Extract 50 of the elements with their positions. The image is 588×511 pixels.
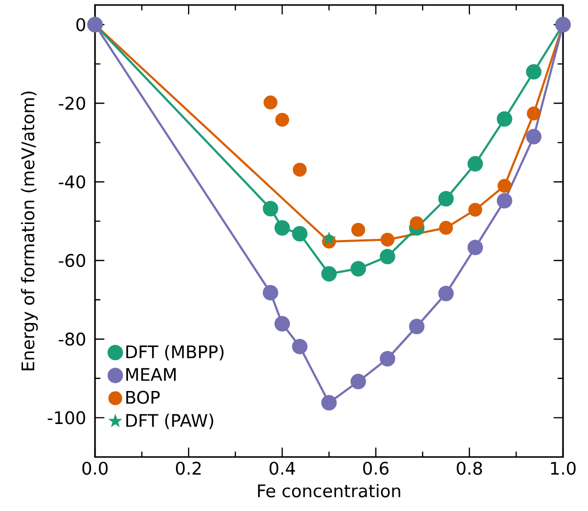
point <box>321 395 337 410</box>
point <box>322 232 336 245</box>
point <box>275 112 290 127</box>
x-tick-label: 0.8 <box>456 462 482 475</box>
point <box>468 240 483 256</box>
y-tick-label: -100 <box>48 411 86 424</box>
point <box>321 266 337 282</box>
point <box>274 220 290 236</box>
point <box>526 106 541 120</box>
legend-label: DFT (PAW) <box>126 414 214 430</box>
point <box>274 316 290 332</box>
point <box>409 318 424 334</box>
x-axis-title: Fe concentration <box>258 484 400 498</box>
point <box>380 248 396 264</box>
point <box>439 220 453 235</box>
y-tick-label: 0 <box>76 18 86 32</box>
point <box>380 232 394 247</box>
x-tick-label: 0.0 <box>82 462 108 475</box>
point <box>438 286 454 302</box>
y-tick-label: -60 <box>58 254 86 268</box>
point <box>350 260 366 276</box>
point <box>262 200 278 216</box>
point <box>468 202 482 217</box>
point <box>351 222 366 237</box>
legend-label: DFT (MBPP) <box>126 344 224 360</box>
point <box>292 162 307 177</box>
legend-label: MEAM <box>126 368 176 381</box>
point <box>380 351 396 366</box>
point <box>468 156 483 172</box>
point <box>410 216 424 230</box>
point <box>438 191 454 207</box>
x-tick-label: 1.0 <box>551 462 576 475</box>
x-tick-label: 0.6 <box>363 462 388 475</box>
y-tick-label: -40 <box>58 175 86 188</box>
point <box>496 111 512 127</box>
point <box>498 178 512 193</box>
x-tick-label: 0.4 <box>270 462 296 475</box>
point <box>264 96 278 110</box>
point <box>526 128 542 144</box>
x-tick-label: 0.2 <box>176 462 201 475</box>
point <box>350 374 366 390</box>
point <box>496 193 512 208</box>
point <box>526 64 542 80</box>
y-axis-title: Energy of formation (meV/atom) <box>21 92 38 370</box>
y-tick-label: -20 <box>58 96 86 110</box>
y-tick-label: -80 <box>58 332 86 346</box>
point <box>292 226 308 242</box>
point <box>292 338 308 354</box>
legend-label: BOP <box>126 390 160 404</box>
point <box>262 284 278 300</box>
